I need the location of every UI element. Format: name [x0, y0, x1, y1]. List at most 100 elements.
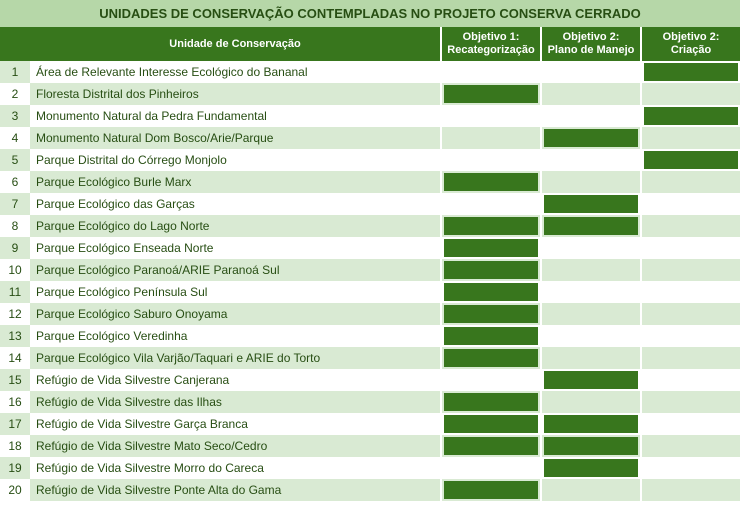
row-number: 5 [0, 149, 30, 171]
table-container: UNIDADES DE CONSERVAÇÃO CONTEMPLADAS NO … [0, 0, 740, 501]
cell-obj2b [640, 61, 740, 83]
unit-name: Refúgio de Vida Silvestre Garça Branca [30, 413, 440, 435]
table-row: 5Parque Distrital do Córrego Monjolo [0, 149, 740, 171]
table-body: 1Área de Relevante Interesse Ecológico d… [0, 61, 740, 501]
cell-obj1 [440, 479, 540, 501]
cell-obj2b [640, 435, 740, 457]
cell-obj2a [540, 259, 640, 281]
unit-name: Parque Distrital do Córrego Monjolo [30, 149, 440, 171]
filled-marker [444, 217, 538, 235]
filled-marker [544, 129, 638, 147]
cell-obj2a [540, 347, 640, 369]
table-row: 15Refúgio de Vida Silvestre Canjerana [0, 369, 740, 391]
cell-obj1 [440, 281, 540, 303]
table-row: 17Refúgio de Vida Silvestre Garça Branca [0, 413, 740, 435]
table-row: 10Parque Ecológico Paranoá/ARIE Paranoá … [0, 259, 740, 281]
filled-marker [444, 239, 538, 257]
table-row: 19Refúgio de Vida Silvestre Morro do Car… [0, 457, 740, 479]
unit-name: Parque Ecológico Burle Marx [30, 171, 440, 193]
table-row: 7Parque Ecológico das Garças [0, 193, 740, 215]
cell-obj2a [540, 457, 640, 479]
table-row: 3Monumento Natural da Pedra Fundamental [0, 105, 740, 127]
cell-obj1 [440, 413, 540, 435]
cell-obj1 [440, 347, 540, 369]
cell-obj1 [440, 171, 540, 193]
cell-obj2a [540, 149, 640, 171]
table-row: 8Parque Ecológico do Lago Norte [0, 215, 740, 237]
row-number: 18 [0, 435, 30, 457]
table-row: 11Parque Ecológico Península Sul [0, 281, 740, 303]
row-number: 9 [0, 237, 30, 259]
table-row: 4Monumento Natural Dom Bosco/Arie/Parque [0, 127, 740, 149]
header-obj2b: Objetivo 2: Criação [640, 27, 740, 61]
cell-obj2a [540, 413, 640, 435]
cell-obj1 [440, 127, 540, 149]
row-number: 4 [0, 127, 30, 149]
unit-name: Parque Ecológico Paranoá/ARIE Paranoá Su… [30, 259, 440, 281]
row-number: 7 [0, 193, 30, 215]
filled-marker [644, 107, 738, 125]
header-obj2a: Objetivo 2: Plano de Manejo [540, 27, 640, 61]
table-row: 16Refúgio de Vida Silvestre das Ilhas [0, 391, 740, 413]
cell-obj2a [540, 281, 640, 303]
unit-name: Refúgio de Vida Silvestre das Ilhas [30, 391, 440, 413]
cell-obj2b [640, 413, 740, 435]
cell-obj1 [440, 61, 540, 83]
unit-name: Refúgio de Vida Silvestre Ponte Alta do … [30, 479, 440, 501]
row-number: 11 [0, 281, 30, 303]
cell-obj1 [440, 259, 540, 281]
cell-obj2b [640, 369, 740, 391]
unit-name: Monumento Natural Dom Bosco/Arie/Parque [30, 127, 440, 149]
cell-obj2a [540, 303, 640, 325]
cell-obj2b [640, 83, 740, 105]
table-row: 13Parque Ecológico Veredinha [0, 325, 740, 347]
cell-obj1 [440, 325, 540, 347]
cell-obj2a [540, 61, 640, 83]
cell-obj1 [440, 237, 540, 259]
cell-obj2b [640, 347, 740, 369]
row-number: 20 [0, 479, 30, 501]
table-row: 1Área de Relevante Interesse Ecológico d… [0, 61, 740, 83]
filled-marker [444, 327, 538, 345]
cell-obj2a [540, 325, 640, 347]
filled-marker [644, 63, 738, 81]
cell-obj2a [540, 237, 640, 259]
row-number: 12 [0, 303, 30, 325]
cell-obj2b [640, 391, 740, 413]
row-number: 15 [0, 369, 30, 391]
unit-name: Parque Ecológico Vila Varjão/Taquari e A… [30, 347, 440, 369]
cell-obj2b [640, 457, 740, 479]
filled-marker [444, 481, 538, 499]
filled-marker [644, 151, 738, 169]
cell-obj1 [440, 303, 540, 325]
filled-marker [544, 371, 638, 389]
cell-obj2b [640, 479, 740, 501]
cell-obj2a [540, 435, 640, 457]
cell-obj1 [440, 83, 540, 105]
table-row: 12Parque Ecológico Saburo Onoyama [0, 303, 740, 325]
filled-marker [444, 283, 538, 301]
filled-marker [444, 305, 538, 323]
cell-obj2a [540, 479, 640, 501]
cell-obj1 [440, 105, 540, 127]
cell-obj2a [540, 171, 640, 193]
row-number: 13 [0, 325, 30, 347]
row-number: 17 [0, 413, 30, 435]
header-obj2b-line2: Criação [671, 44, 711, 57]
filled-marker [544, 437, 638, 455]
cell-obj2b [640, 259, 740, 281]
cell-obj2a [540, 215, 640, 237]
row-number: 3 [0, 105, 30, 127]
cell-obj1 [440, 457, 540, 479]
table-header-row: Unidade de Conservação Objetivo 1: Recat… [0, 27, 740, 61]
cell-obj2b [640, 303, 740, 325]
cell-obj1 [440, 149, 540, 171]
cell-obj2b [640, 193, 740, 215]
cell-obj2b [640, 127, 740, 149]
cell-obj2a [540, 83, 640, 105]
cell-obj1 [440, 215, 540, 237]
cell-obj1 [440, 435, 540, 457]
cell-obj2a [540, 391, 640, 413]
filled-marker [544, 459, 638, 477]
unit-name: Monumento Natural da Pedra Fundamental [30, 105, 440, 127]
